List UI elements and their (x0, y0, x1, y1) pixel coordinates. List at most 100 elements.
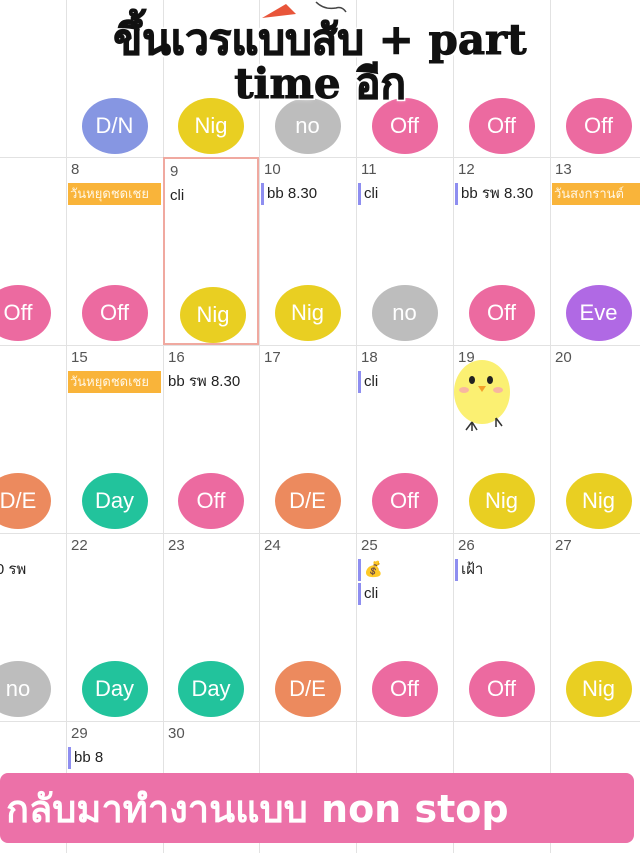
shift-badge: Day (81, 473, 148, 529)
shift-badge: Off (371, 98, 438, 154)
calendar-event[interactable]: bb รพ 8.30 (168, 373, 241, 390)
calendar-event[interactable]: cli (358, 371, 451, 393)
bottom-banner: กลับมาทำงานแบบ non stop (0, 773, 634, 843)
calendar-day-cell[interactable]: 15 วันหยุดชดเชย Day (66, 345, 163, 533)
calendar-day-cell[interactable]: 10 bb 8.30 Nig (259, 157, 356, 345)
shift-badge: D/N (81, 98, 148, 154)
day-number: 17 (264, 349, 281, 366)
day-number: 24 (264, 537, 281, 554)
calendar-event[interactable]: cli (170, 187, 185, 204)
shift-badge: Off (468, 98, 535, 154)
event-list: bb รพ 8.30 (455, 183, 548, 207)
event-list: 💰 cli (358, 559, 451, 607)
event-list: เฝ้า (455, 559, 548, 583)
calendar-event[interactable]: cli (358, 183, 451, 205)
day-number: 16 (168, 349, 185, 366)
grid-row-line (0, 157, 640, 158)
day-number: 8 (71, 161, 80, 178)
calendar-day-cell[interactable]: วันจักรีOff (550, 0, 640, 157)
event-list: cli (358, 371, 451, 395)
calendar-day-cell[interactable]: 26 เฝ้า Off (453, 533, 550, 721)
calendar-day-cell[interactable]: 29 bb 8 (66, 721, 163, 851)
holiday-event[interactable]: วันหยุดชดเชย (68, 371, 161, 393)
calendar-event[interactable]: เฝ้า (455, 559, 548, 581)
day-number: 26 (458, 537, 475, 554)
calendar-day-cell[interactable]: Off (453, 0, 550, 157)
event-list: cli (358, 183, 451, 207)
shift-badge: Off (371, 661, 438, 717)
shift-badge: Nig (274, 285, 341, 341)
calendar-day-cell[interactable]: 19 Nig (453, 345, 550, 533)
calendar-day-cell[interactable]: D/E (0, 345, 66, 533)
shift-badge: Nig (565, 473, 632, 529)
calendar-day-cell[interactable]: 18 cli Off (356, 345, 453, 533)
event-list: cli (167, 185, 255, 209)
shift-badge: Off (0, 285, 51, 341)
calendar-day-cell[interactable]: 17 D/E (259, 345, 356, 533)
shift-badge: Nig (468, 473, 535, 529)
shift-badge: Eve (565, 285, 632, 341)
holiday-event[interactable]: วันหยุดชดเชย (68, 183, 161, 205)
banner-text: กลับมาทำงานแบบ non stop (6, 786, 509, 831)
calendar-day-cell[interactable]: 11 cli no (356, 157, 453, 345)
day-number: 25 (361, 537, 378, 554)
grid-column-line (66, 0, 67, 853)
grid-column-line (163, 0, 164, 853)
grid-column-line (259, 0, 260, 853)
calendar-event[interactable]: bb 8.30 (261, 183, 354, 205)
day-number: 15 (71, 349, 88, 366)
shift-badge: Off (81, 285, 148, 341)
chick-sticker-icon (454, 360, 510, 431)
calendar-day-cell[interactable]: Off (0, 157, 66, 345)
calendar-day-cell[interactable]: 27 Nig (550, 533, 640, 721)
event-list: bb 8.30 (261, 183, 354, 207)
shift-badge: no (0, 661, 51, 717)
shift-badge: Day (178, 661, 244, 717)
overlay-title-line2: time อีก (234, 59, 407, 108)
grid-column-line (550, 0, 551, 853)
holiday-event[interactable]: วันสงกรานต์ (552, 183, 640, 205)
day-number: 27 (555, 537, 572, 554)
calendar-day-cell[interactable]: 20 Nig (550, 345, 640, 533)
calendar-event[interactable]: cli (358, 583, 451, 605)
event-list: bb รพ 8.30 (165, 371, 257, 395)
calendar-day-cell[interactable]: 12 bb รพ 8.30 Off (453, 157, 550, 345)
calendar-day-cell[interactable]: 22 Day (66, 533, 163, 721)
calendar-day-cell[interactable]: 30 (163, 721, 259, 851)
calendar-day-cell[interactable]: 9 cli Nig (163, 157, 259, 345)
shift-badge: no (371, 285, 438, 341)
calendar-event[interactable]: 💰 (358, 559, 451, 581)
overlay-title: ขึ้นเวรแบบสับ + part time อีก (0, 15, 640, 108)
day-number: 18 (361, 349, 378, 366)
calendar-day-cell[interactable]: 8 วันหยุดชดเชย Off (66, 157, 163, 345)
shift-badge: D/E (274, 661, 341, 717)
shift-badge: Nig (180, 287, 246, 343)
shift-badge: Nig (178, 98, 244, 154)
shift-badge: Off (178, 473, 244, 529)
calendar-day-cell[interactable]: 8.30 รพ no (0, 533, 66, 721)
calendar-day-cell[interactable]: 16 bb รพ 8.30 Off (163, 345, 259, 533)
calendar-event[interactable]: bb 8 (68, 747, 161, 769)
shift-badge: D/E (0, 473, 51, 529)
day-number: 9 (170, 163, 179, 180)
calendar-day-cell[interactable]: 13 วันสงกรานต์ Eve (550, 157, 640, 345)
calendar-day-cell[interactable]: D/N (66, 0, 163, 157)
grid-row-line (0, 345, 640, 346)
shift-badge: D/E (274, 473, 341, 529)
shift-badge: Day (81, 661, 148, 717)
calendar-day-cell[interactable]: 24 D/E (259, 533, 356, 721)
calendar-event[interactable]: bb รพ 8.30 (455, 183, 548, 205)
day-number: 29 (71, 725, 88, 742)
event-list: วันหยุดชดเชย (68, 183, 161, 207)
calendar-event[interactable]: 8.30 รพ (0, 561, 27, 578)
calendar-day-cell[interactable]: no (259, 0, 356, 157)
event-list: วันหยุดชดเชย (68, 371, 161, 395)
day-number: 12 (458, 161, 475, 178)
overlay-title-line1: ขึ้นเวรแบบสับ + part (113, 15, 527, 64)
day-number: 23 (168, 537, 185, 554)
calendar-day-cell[interactable]: 25 💰 cli Off (356, 533, 453, 721)
calendar-day-cell[interactable]: 23 Day (163, 533, 259, 721)
